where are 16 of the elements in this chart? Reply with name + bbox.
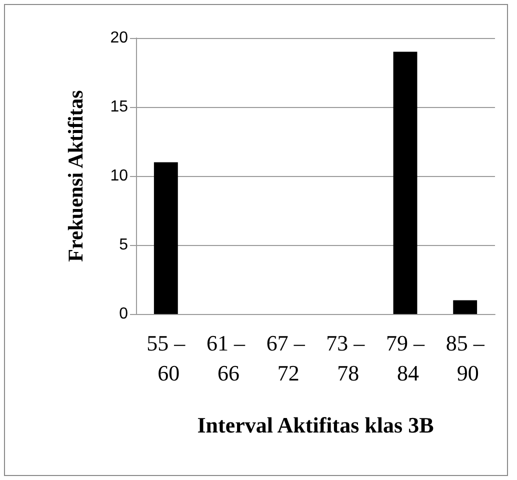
y-axis-title: Frekuensi Aktifitas bbox=[64, 90, 88, 262]
y-tick-label: 5 bbox=[119, 236, 128, 254]
bar bbox=[393, 52, 418, 314]
x-tick-label: 61 – 66 bbox=[206, 330, 246, 386]
bar bbox=[154, 162, 178, 314]
x-tick-label: 67 – 72 bbox=[266, 330, 306, 386]
y-tick-label: 10 bbox=[110, 168, 128, 184]
x-tick-label: 73 – 78 bbox=[326, 330, 366, 386]
y-tick-label: 0 bbox=[119, 306, 128, 322]
x-tick-label: 55 – 60 bbox=[146, 330, 186, 386]
x-tick-label: 85 – 90 bbox=[446, 330, 486, 386]
y-tick-label: 20 bbox=[110, 30, 128, 46]
y-tick-label: 15 bbox=[110, 98, 128, 116]
bar bbox=[453, 300, 478, 314]
x-axis-title: Interval Aktifitas klas 3B bbox=[197, 412, 434, 438]
x-tick-label: 79 – 84 bbox=[386, 330, 426, 386]
